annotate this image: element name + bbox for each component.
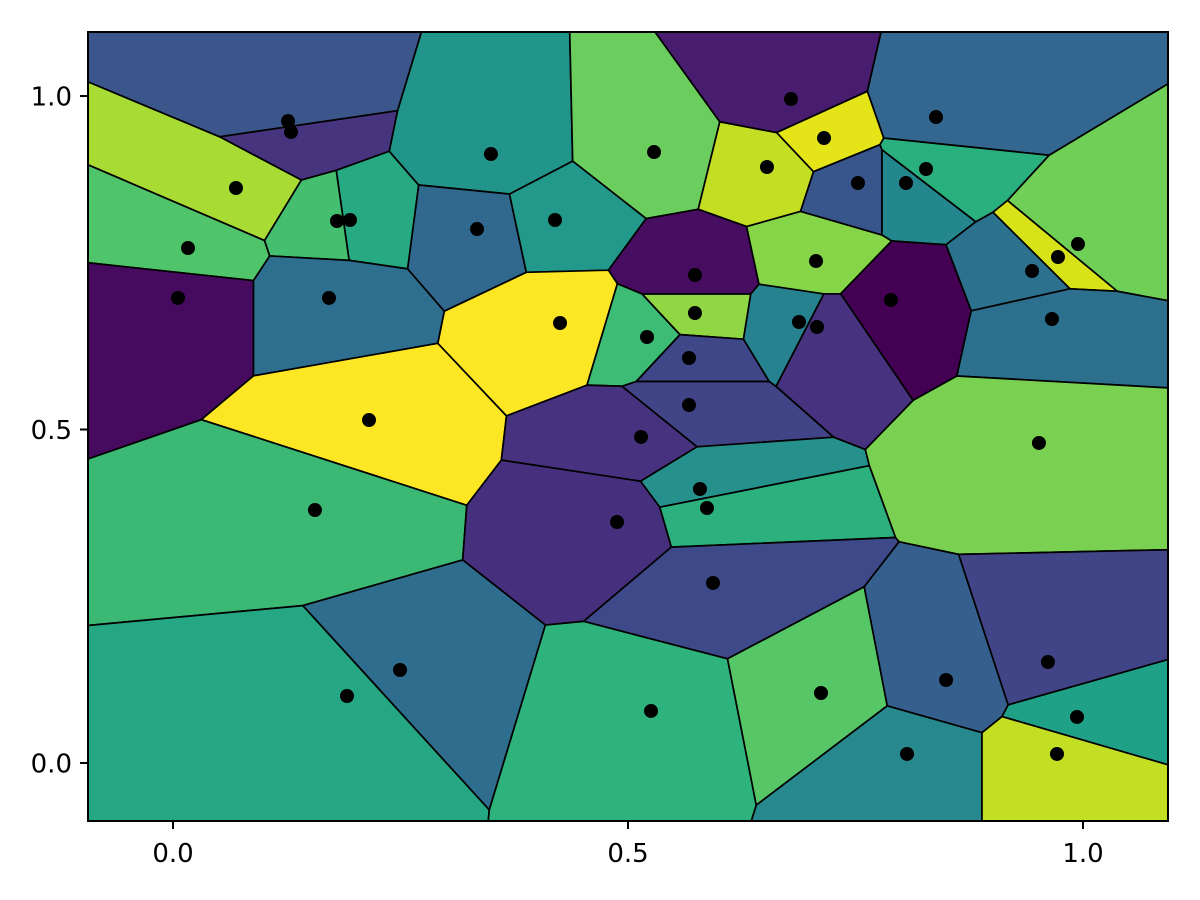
data-point [809, 254, 824, 269]
data-point [647, 145, 662, 160]
data-point [553, 315, 568, 330]
data-point [791, 314, 806, 329]
data-point [814, 686, 829, 701]
data-point [681, 351, 696, 365]
data-point [307, 503, 322, 517]
x-tick-label: 1.0 [1062, 839, 1103, 869]
data-point [883, 292, 898, 307]
data-point [470, 222, 485, 237]
y-tick-label: 0.5 [31, 416, 72, 446]
voronoi-cell [742, 283, 825, 388]
data-point [228, 181, 243, 195]
x-tick-label: 0.5 [607, 839, 648, 869]
data-point [1050, 250, 1065, 265]
data-point [687, 268, 702, 283]
data-point [929, 110, 944, 125]
data-point [181, 241, 196, 256]
data-point [548, 213, 563, 228]
data-point [329, 214, 344, 229]
data-point [699, 501, 714, 515]
y-tick-label: 0.0 [31, 749, 72, 779]
data-point [321, 290, 336, 305]
data-point [1049, 746, 1064, 761]
x-tick-label: 0.0 [152, 839, 193, 869]
data-point [783, 92, 798, 107]
data-point [681, 398, 696, 413]
data-point [705, 575, 720, 590]
data-point [362, 413, 377, 428]
voronoi-cell [388, 31, 574, 195]
data-point [899, 176, 914, 190]
data-point [171, 290, 185, 305]
data-point [342, 213, 357, 228]
data-point [644, 703, 659, 718]
data-point [939, 673, 954, 688]
y-tick-label: 1.0 [31, 82, 72, 112]
data-point [692, 481, 707, 496]
data-point [281, 114, 296, 129]
data-point [1070, 709, 1084, 724]
data-point [919, 161, 934, 176]
data-point [1025, 264, 1040, 279]
data-point [640, 330, 655, 344]
data-point [687, 305, 702, 320]
data-point [339, 689, 354, 704]
data-point [817, 131, 832, 146]
data-point [284, 125, 299, 140]
data-point [810, 319, 825, 334]
data-point [1031, 435, 1046, 450]
data-point [393, 663, 408, 677]
data-point [759, 159, 774, 174]
data-point [634, 429, 649, 444]
data-point [1044, 311, 1059, 326]
data-point [483, 147, 498, 162]
data-point [1040, 655, 1055, 669]
data-point [850, 176, 865, 190]
data-point [900, 746, 915, 761]
data-point [1071, 237, 1085, 252]
data-point [609, 515, 624, 530]
